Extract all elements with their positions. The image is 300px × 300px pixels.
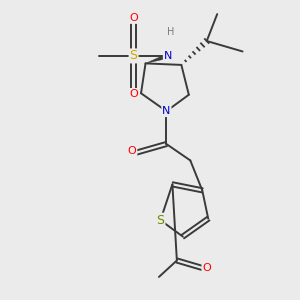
Text: O: O bbox=[129, 13, 138, 23]
Polygon shape bbox=[146, 54, 169, 63]
Text: N: N bbox=[164, 51, 172, 61]
Text: S: S bbox=[130, 50, 138, 62]
Text: S: S bbox=[157, 214, 164, 227]
Text: O: O bbox=[202, 263, 211, 273]
Text: O: O bbox=[129, 89, 138, 99]
Text: H: H bbox=[167, 27, 175, 37]
Text: N: N bbox=[162, 106, 171, 116]
Text: O: O bbox=[128, 146, 136, 157]
